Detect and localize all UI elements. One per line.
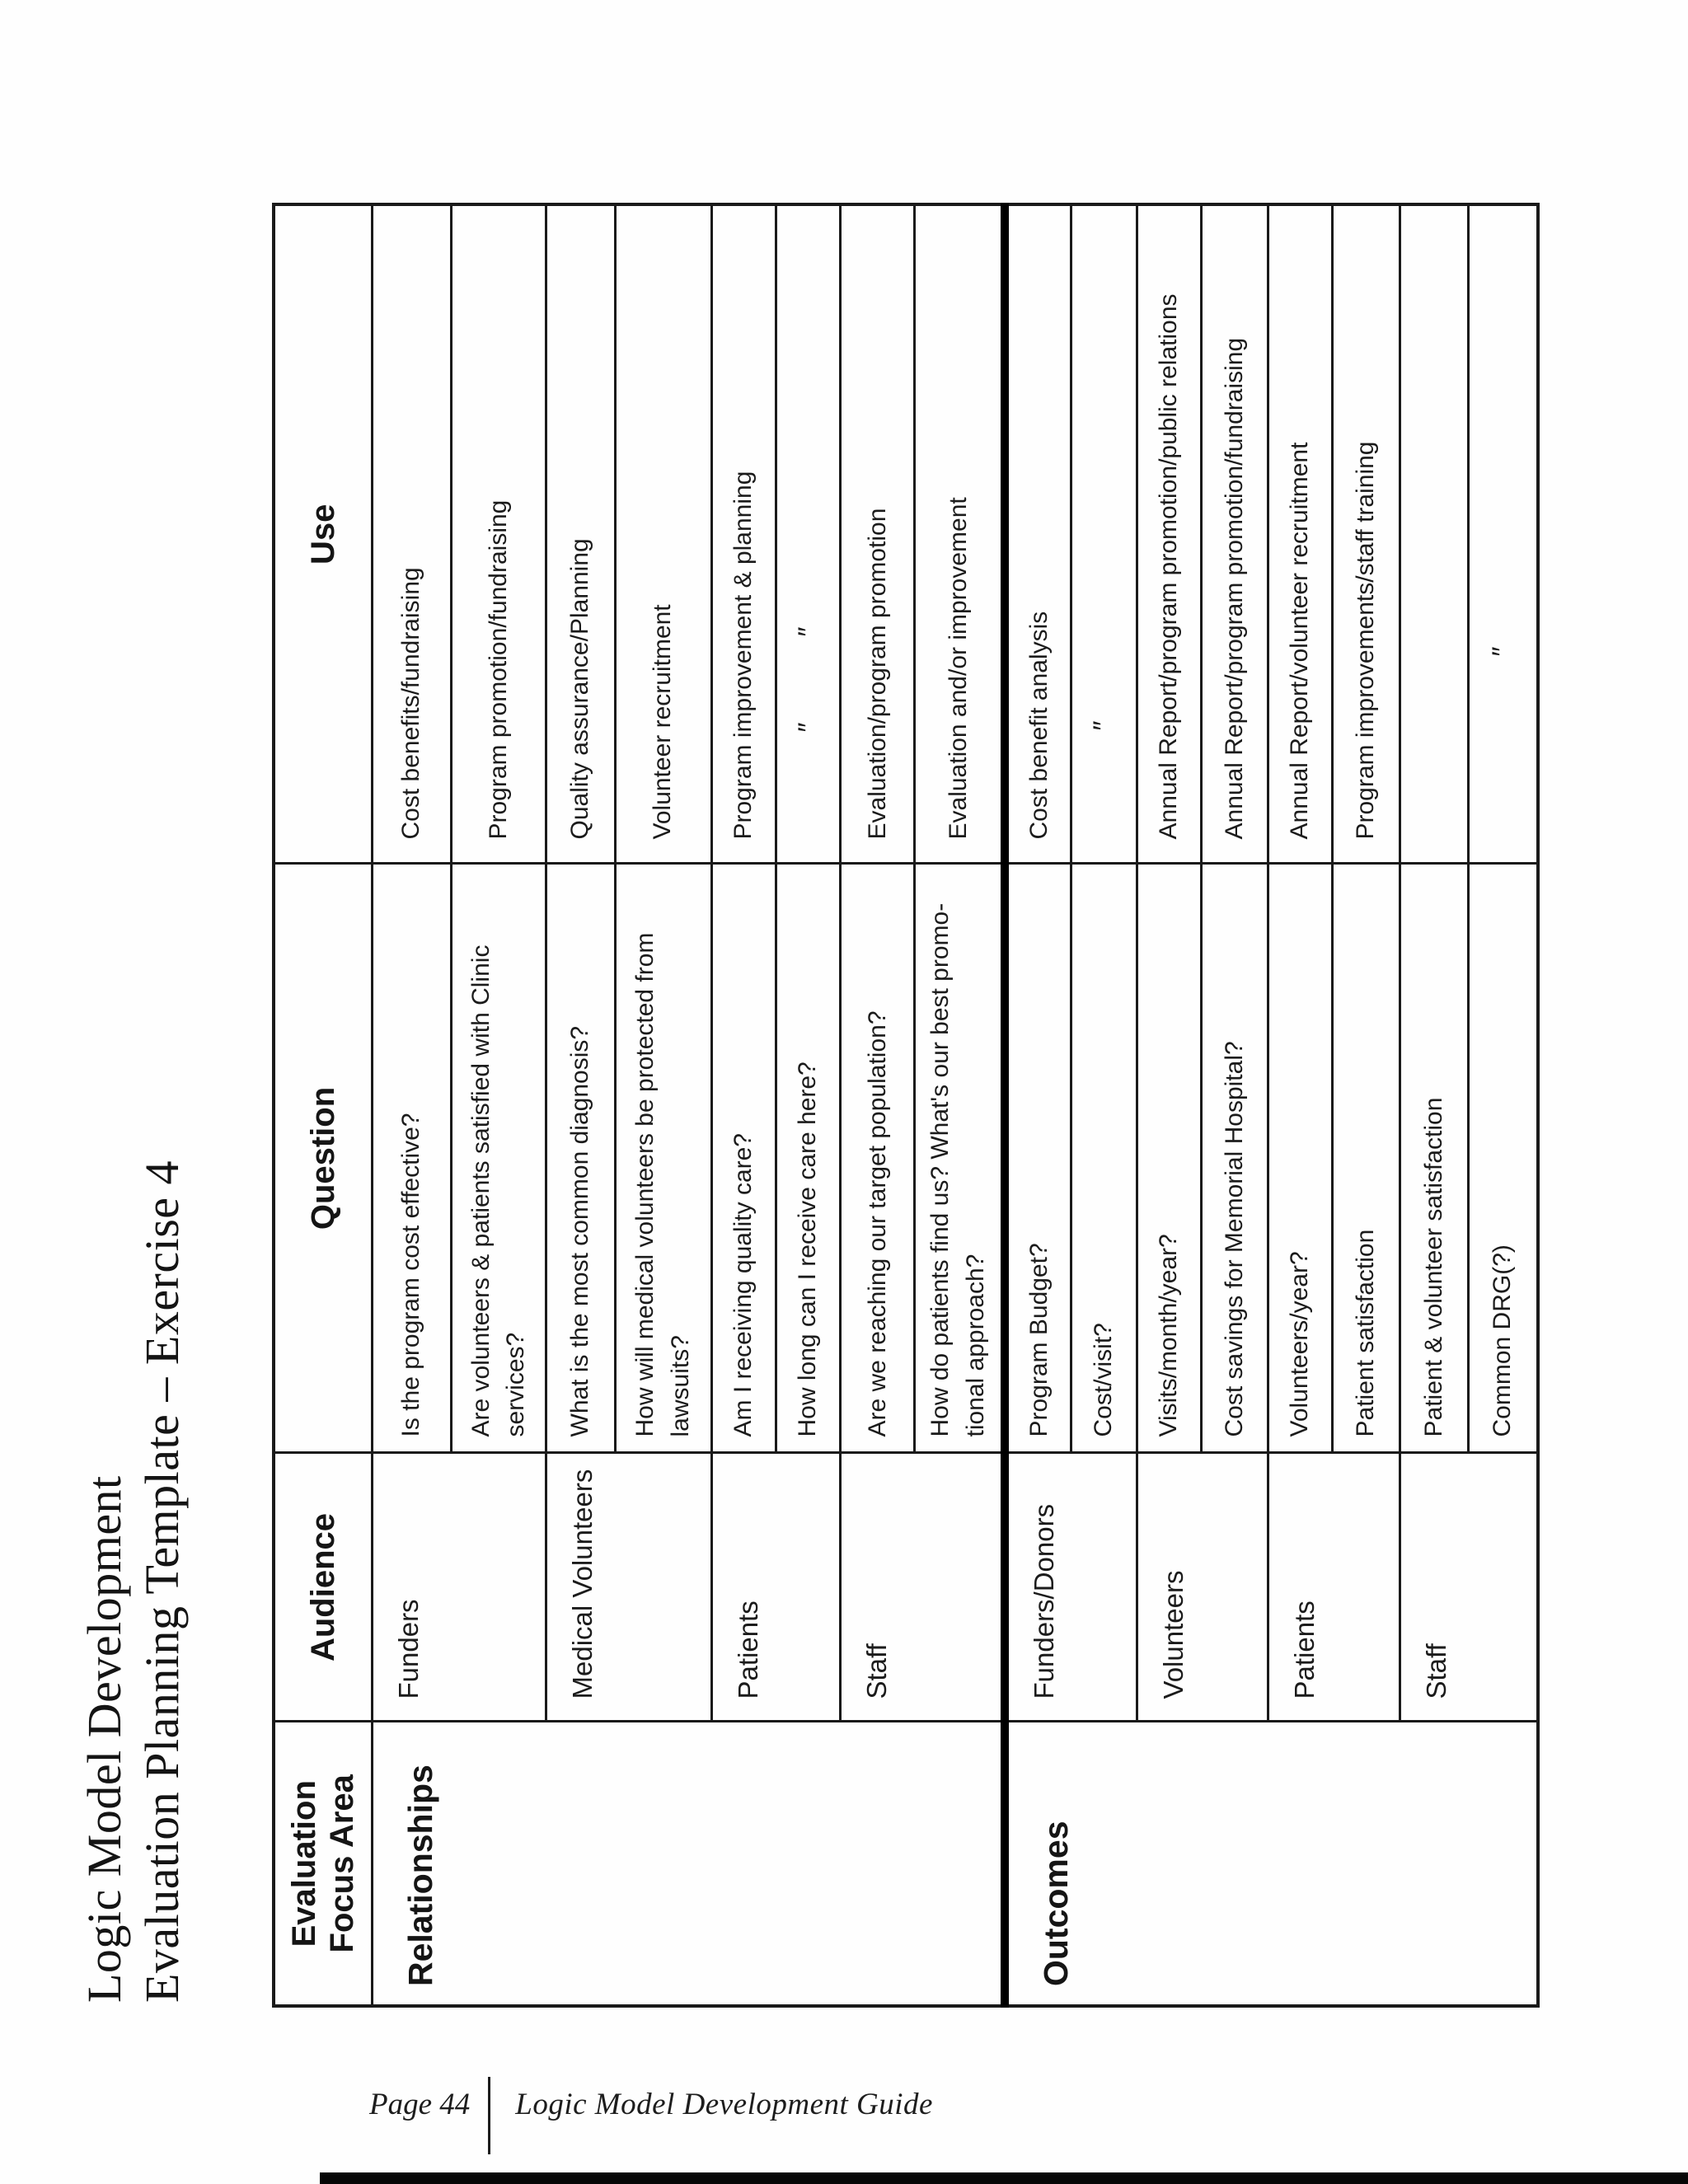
use-cell: Volunteer recruitment bbox=[615, 204, 712, 864]
section-label-relationships: Relationships bbox=[372, 1722, 1006, 2006]
use-cell: Annual Report/program promotion/fundrais… bbox=[1201, 204, 1268, 864]
audience-cell: Staff bbox=[840, 1453, 1006, 1722]
audience-cell: Staff bbox=[1400, 1453, 1538, 1722]
question-cell: Are we reaching our target population? bbox=[840, 864, 915, 1453]
audience-cell: Funders/Donors bbox=[1005, 1453, 1137, 1722]
footer-page-number: Page 44 bbox=[369, 2088, 471, 2121]
audience-cell: Patients bbox=[1268, 1453, 1400, 1722]
audience-cell: Volunteers bbox=[1137, 1453, 1268, 1722]
use-cell: Annual Report/volunteer recruitment bbox=[1268, 204, 1333, 864]
footer-divider bbox=[488, 2077, 491, 2154]
question-cell: Are volunteers & patients satisfied with… bbox=[451, 864, 546, 1453]
question-cell: Visits/month/year? bbox=[1137, 864, 1202, 1453]
question-cell: How will medical volunteers be protected… bbox=[615, 864, 712, 1453]
section-label-outcomes: Outcomes bbox=[1005, 1722, 1538, 2006]
question-cell: Patient satisfaction bbox=[1332, 864, 1400, 1453]
page-title: Logic Model Development Evaluation Plann… bbox=[76, 1160, 190, 2003]
table-row: Relationships Funders Is the program cos… bbox=[372, 204, 1006, 2006]
header-question: Question bbox=[274, 864, 373, 1453]
use-cell: Evaluation and/or improvement bbox=[914, 204, 1006, 864]
header-row: Evaluation Focus Area Audience Question … bbox=[274, 204, 373, 2006]
use-cell-ditto: ″ bbox=[1071, 204, 1137, 864]
question-cell: Common DRG(?) bbox=[1468, 864, 1538, 1453]
use-cell: Quality assurance/Planning bbox=[546, 204, 616, 864]
footer-book-title: Logic Model Development Guide bbox=[515, 2088, 933, 2121]
scan-edge-bar bbox=[320, 2172, 1688, 2184]
question-cell: Patient & volunteer satisfaction bbox=[1400, 864, 1469, 1453]
use-cell-ditto: ″ bbox=[1468, 204, 1538, 864]
audience-cell: Patients bbox=[711, 1453, 841, 1722]
use-cell: Program improvements/staff training bbox=[1332, 204, 1400, 864]
ditto-mark: ″ bbox=[792, 722, 824, 733]
ditto-mark: ″ bbox=[792, 626, 824, 637]
use-cell: Evaluation/program promotion bbox=[840, 204, 915, 864]
audience-cell: Funders bbox=[372, 1453, 546, 1722]
use-cell-ditto: ″″ bbox=[776, 204, 841, 864]
question-cell: Volunteers/year? bbox=[1268, 864, 1333, 1453]
question-cell: Am I receiving quality care? bbox=[711, 864, 776, 1453]
question-cell: Is the program cost effective? bbox=[372, 864, 452, 1453]
page-title-line1: Logic Model Development bbox=[77, 1475, 131, 2003]
use-cell: Annual Report/program promotion/public r… bbox=[1137, 204, 1202, 864]
table-row: Outcomes Funders/Donors Program Budget? … bbox=[1005, 204, 1538, 2006]
page-footer: Page 44 Logic Model Development Guide bbox=[369, 2077, 933, 2154]
audience-cell: Medical Volunteers bbox=[546, 1453, 712, 1722]
header-use: Use bbox=[274, 204, 373, 864]
question-cell: Program Budget? bbox=[1005, 864, 1071, 1453]
question-cell: Cost/visit? bbox=[1071, 864, 1137, 1453]
evaluation-planning-table: Evaluation Focus Area Audience Question … bbox=[272, 203, 1540, 2008]
use-cell-empty bbox=[1400, 204, 1469, 864]
header-focus-area: Evaluation Focus Area bbox=[274, 1722, 373, 2006]
use-cell: Cost benefit analysis bbox=[1005, 204, 1071, 864]
use-cell: Cost benefits/fundraising bbox=[372, 204, 452, 864]
use-cell: Program promotion/fundraising bbox=[451, 204, 546, 864]
question-cell: Cost savings for Memorial Hospital? bbox=[1201, 864, 1268, 1453]
use-cell: Program improvement & planning bbox=[711, 204, 776, 864]
header-audience: Audience bbox=[274, 1453, 373, 1722]
question-cell: How do patients find us? What's our best… bbox=[914, 864, 1006, 1453]
page-title-line2: Evaluation Planning Template – Exercise … bbox=[134, 1160, 189, 2003]
question-cell: What is the most common diagnosis? bbox=[546, 864, 616, 1453]
question-cell: How long can I receive care here? bbox=[776, 864, 841, 1453]
